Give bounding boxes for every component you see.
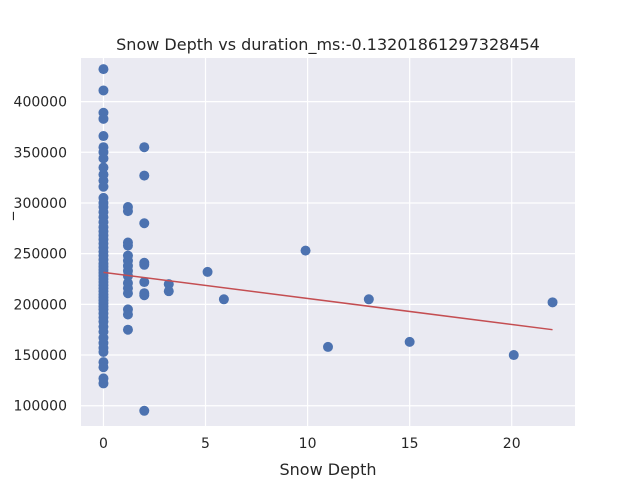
scatter-point [139, 405, 150, 416]
y-tick-label: 300000 [14, 196, 67, 212]
x-tick-label: 5 [201, 436, 210, 452]
y-tick-label: 100000 [14, 399, 67, 415]
scatter-point [98, 113, 109, 124]
plot-area [81, 58, 575, 426]
scatter-point [98, 162, 109, 173]
trend-line [103, 271, 553, 331]
x-tick-label: 15 [401, 436, 419, 452]
scatter-point [404, 336, 415, 347]
data-points [98, 64, 558, 416]
scatter-point [139, 142, 150, 153]
x-tick-label: 0 [99, 436, 108, 452]
scatter-point [98, 346, 109, 357]
scatter-point [139, 277, 150, 288]
scatter-point [122, 240, 133, 251]
scatter-point [98, 131, 109, 142]
y-axis-title: _ [0, 211, 15, 221]
scatter-point [122, 309, 133, 320]
scatter-point [98, 153, 109, 164]
y-tick-labels: 100000 150000 200000 250000 300000 350000 4000… [14, 95, 67, 415]
scatter-point [139, 218, 150, 229]
scatter-point [163, 286, 174, 297]
scatter-point [139, 170, 150, 181]
scatter-point [202, 266, 213, 277]
x-axis-title: Snow Depth [280, 460, 377, 479]
scatter-point [98, 85, 109, 96]
y-tick-label: 150000 [14, 348, 67, 364]
grid-lines [81, 58, 575, 426]
scatter-point [98, 181, 109, 192]
scatter-point [508, 350, 519, 361]
y-tick-label: 350000 [14, 145, 67, 161]
scatter-point [139, 259, 150, 270]
scatter-point [300, 245, 311, 256]
scatter-point [98, 378, 109, 389]
x-tick-label: 20 [503, 436, 521, 452]
scatter-point [323, 341, 333, 352]
scatter-point [98, 362, 109, 373]
y-tick-label: 400000 [14, 95, 67, 111]
scatter-point [547, 297, 558, 308]
scatter-point [122, 288, 133, 299]
x-tick-labels: 0 5 10 15 20 [99, 436, 521, 452]
chart-title: Snow Depth vs duration_ms:-0.13201861297… [116, 35, 540, 55]
y-tick-label: 200000 [14, 297, 67, 313]
scatter-point [122, 324, 133, 335]
scatter-point [98, 64, 109, 75]
scatter-point [218, 294, 229, 305]
scatter-point [139, 290, 150, 301]
scatter-point [122, 206, 133, 217]
x-tick-label: 10 [299, 436, 317, 452]
scatter-point [363, 294, 374, 305]
y-tick-label: 250000 [14, 247, 67, 263]
